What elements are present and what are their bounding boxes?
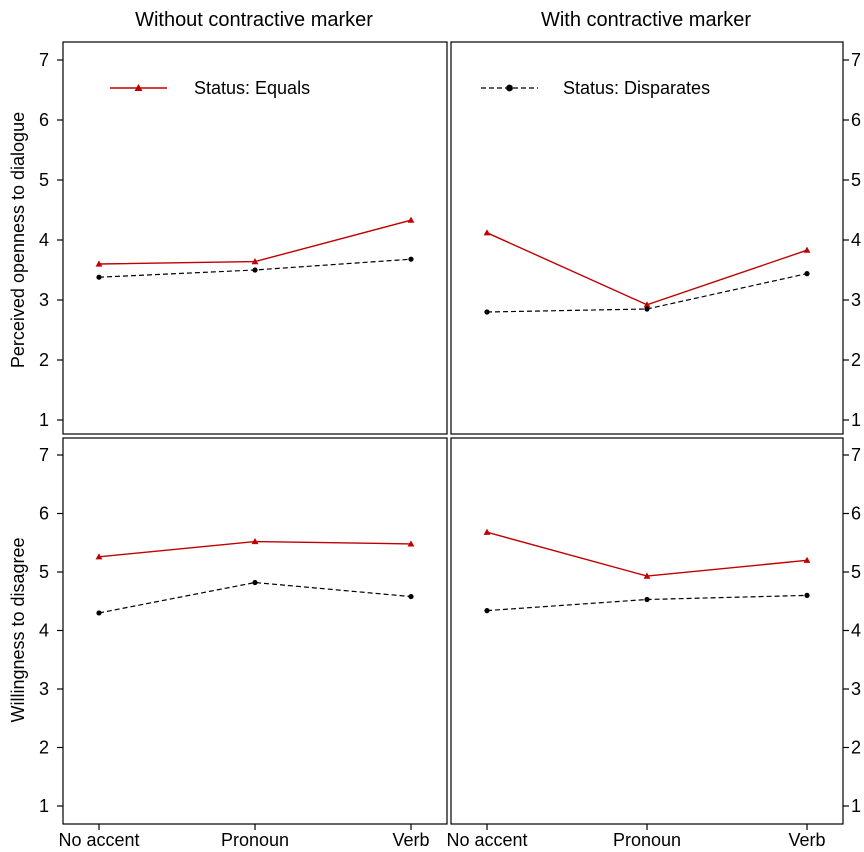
ytick-label-left-r0-6: 6 (39, 110, 49, 130)
ytick-label-left-r1-4: 4 (39, 621, 49, 641)
ytick-label-right-r0-5: 5 (851, 170, 861, 190)
y-axis-label-disagree: Willingness to disagree (8, 537, 28, 722)
xtick-label-c1-1: Pronoun (613, 830, 681, 850)
ytick-label-right-r1-5: 5 (851, 562, 861, 582)
ytick-label-left-r1-2: 2 (39, 738, 49, 758)
legend-disparates-circle-marker (506, 84, 513, 92)
ytick-label-left-r1-6: 6 (39, 504, 49, 524)
ytick-label-left-r0-5: 5 (39, 170, 49, 190)
ytick-label-right-r1-6: 6 (851, 504, 861, 524)
xtick-label-c1-0: No accent (446, 830, 527, 850)
point-disparates-r0-c1-1 (644, 306, 650, 312)
ytick-label-right-r0-7: 7 (851, 50, 861, 70)
point-equals-r0-c0-2 (407, 216, 415, 223)
point-disparates-r1-c1-1 (644, 596, 650, 603)
ytick-label-left-r1-7: 7 (39, 445, 49, 465)
point-disparates-r0-c0-2 (408, 256, 414, 262)
xtick-label-c0-0: No accent (58, 830, 139, 850)
point-equals-r0-c0-0 (95, 260, 103, 267)
ytick-label-right-r0-2: 2 (851, 350, 861, 370)
point-equals-r0-c1-1 (643, 301, 651, 308)
legend-equals-label: Status: Equals (194, 78, 310, 98)
point-disparates-r1-c0-1 (252, 579, 258, 586)
ytick-label-left-r0-2: 2 (39, 350, 49, 370)
ytick-label-right-r0-3: 3 (851, 290, 861, 310)
ytick-label-left-r0-1: 1 (39, 410, 49, 430)
panel-frame-r1-c1 (450, 437, 844, 825)
point-equals-r1-c1-2 (803, 556, 811, 563)
point-equals-r0-c1-0 (483, 229, 491, 236)
xtick-label-c0-1: Pronoun (221, 830, 289, 850)
ytick-label-right-r0-1: 1 (851, 410, 861, 430)
point-disparates-r1-c0-2 (408, 593, 414, 600)
point-disparates-r0-c1-2 (804, 271, 810, 277)
point-equals-r1-c0-1 (251, 537, 259, 545)
xtick-label-c0-2: Verb (392, 830, 429, 850)
panels-group: 1 1 2 2 3 3 4 4 5 5 6 6 7 7 1 1 2 2 3 3 4 4 5 5 6 6 7 7 No accent Pro… (39, 41, 861, 850)
legend-equals-triangle-marker (134, 84, 143, 91)
ytick-label-right-r0-4: 4 (851, 230, 861, 250)
point-equals-r0-c1-2 (803, 246, 811, 253)
panel-frame-r0-c0 (62, 41, 448, 435)
panel-frame-r0-c1 (450, 41, 844, 435)
point-equals-r1-c1-1 (643, 572, 651, 579)
ytick-label-left-r0-4: 4 (39, 230, 49, 250)
column-title-with-marker: With contractive marker (541, 9, 751, 31)
series-line-equals-r0-c0 (98, 219, 412, 265)
ytick-label-right-r1-7: 7 (851, 445, 861, 465)
ytick-label-right-r1-2: 2 (851, 738, 861, 758)
panel-frame-r1-c0 (62, 437, 448, 825)
ytick-label-left-r0-3: 3 (39, 290, 49, 310)
y-axis-label-openness: Perceived openness to dialogue (8, 112, 28, 368)
ytick-label-left-r1-1: 1 (39, 796, 49, 816)
xtick-label-c1-2: Verb (788, 830, 825, 850)
ytick-label-left-r1-5: 5 (39, 562, 49, 582)
ytick-label-right-r1-3: 3 (851, 679, 861, 699)
point-disparates-r0-c0-1 (252, 267, 258, 273)
legend-disparates-label: Status: Disparates (563, 78, 710, 98)
point-disparates-r1-c0-0 (96, 610, 102, 616)
ytick-label-left-r0-7: 7 (39, 50, 49, 70)
point-disparates-r0-c0-0 (96, 274, 102, 280)
point-equals-r1-c0-0 (95, 553, 103, 560)
column-title-without-marker: Without contractive marker (135, 9, 373, 31)
point-equals-r1-c0-2 (407, 540, 415, 547)
legend: Status: Equals Status: Disparates (110, 78, 710, 98)
series-line-equals-r1-c1 (486, 531, 808, 577)
point-disparates-r1-c1-2 (804, 592, 810, 599)
ytick-label-left-r1-3: 3 (39, 679, 49, 699)
point-disparates-r0-c1-0 (484, 309, 490, 315)
point-equals-r0-c0-1 (251, 258, 259, 265)
point-disparates-r1-c1-0 (484, 608, 490, 614)
series-line-equals-r0-c1 (486, 232, 808, 306)
ytick-label-right-r1-1: 1 (851, 796, 861, 816)
ytick-label-right-r0-6: 6 (851, 110, 861, 130)
series-line-disparates-r1-c0 (98, 581, 412, 614)
point-equals-r1-c1-0 (483, 528, 491, 535)
ytick-label-right-r1-4: 4 (851, 621, 861, 641)
